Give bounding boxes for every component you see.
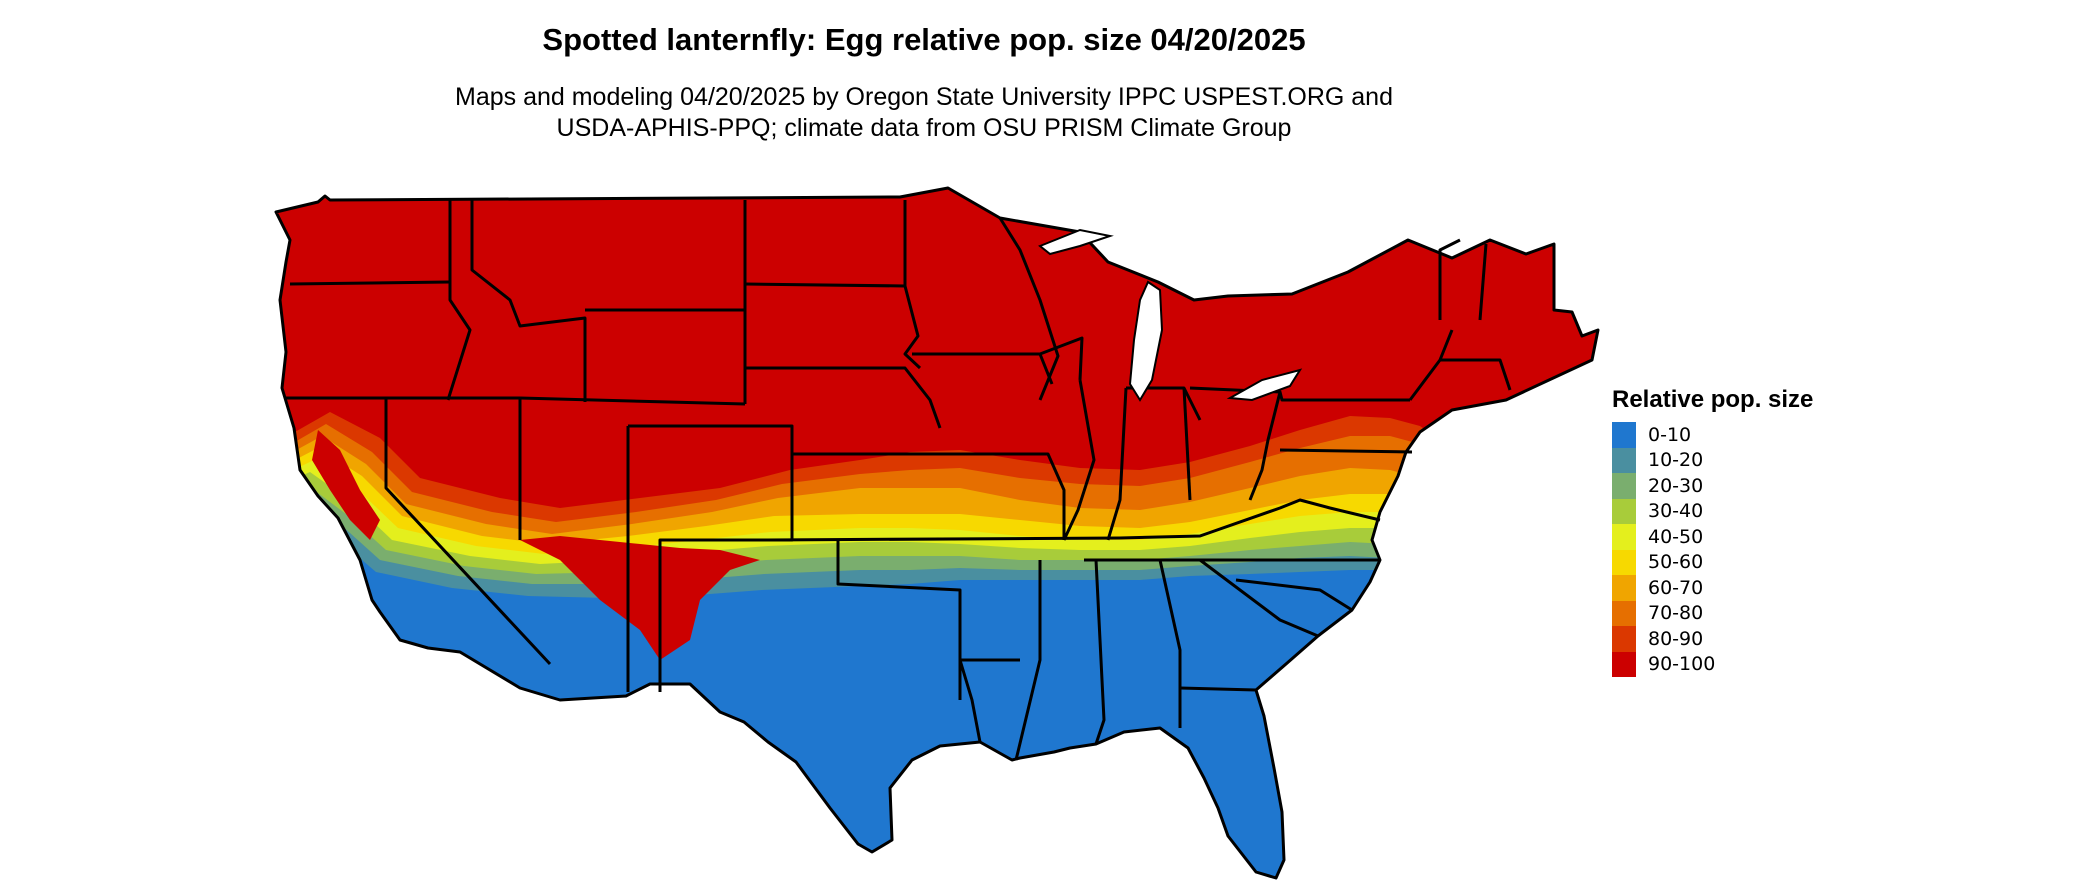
subtitle-line-1: Maps and modeling 04/20/2025 by Oregon S… <box>455 83 1393 111</box>
legend-label: 20-30 <box>1648 474 1704 497</box>
legend-item: 20-30 <box>1612 473 1813 499</box>
zone-90-100-sierra <box>312 430 380 540</box>
legend-item: 70-80 <box>1612 600 1813 626</box>
legend-item: 80-90 <box>1612 626 1813 652</box>
lake-michigan <box>1128 280 1164 402</box>
legend-label: 40-50 <box>1648 525 1704 548</box>
legend-swatch <box>1612 549 1636 575</box>
legend-label: 80-90 <box>1648 627 1704 650</box>
legend-swatch <box>1612 626 1636 652</box>
legend-label: 60-70 <box>1648 576 1704 599</box>
legend-swatch <box>1612 651 1636 677</box>
legend-swatch <box>1612 575 1636 601</box>
map-title: Spotted lanternfly: Egg relative pop. si… <box>542 22 1306 57</box>
legend-item: 90-100 <box>1612 651 1813 677</box>
lake-erie <box>1226 368 1303 402</box>
great-lakes <box>1038 228 1303 402</box>
legend-label: 50-60 <box>1648 551 1704 574</box>
legend-item: 0-10 <box>1612 422 1813 448</box>
legend-label: 10-20 <box>1648 449 1704 472</box>
legend-item: 40-50 <box>1612 524 1813 550</box>
state-boundaries <box>274 186 1600 880</box>
legend-item: 30-40 <box>1612 498 1813 524</box>
legend-swatch <box>1612 600 1636 626</box>
legend-swatch <box>1612 473 1636 499</box>
legend-item: 10-20 <box>1612 447 1813 473</box>
legend-label: 90-100 <box>1648 653 1716 676</box>
legend-title: Relative pop. size <box>1612 386 1814 413</box>
us-outline <box>274 186 1600 880</box>
map-subtitle: Maps and modeling 04/20/2025 by Oregon S… <box>0 82 1848 144</box>
zone-90-100-sw-mountains <box>520 536 760 660</box>
legend-label: 30-40 <box>1648 500 1704 523</box>
legend: Relative pop. size 0-10 10-20 20-30 30-4… <box>1612 386 1813 677</box>
legend-swatch <box>1612 422 1636 448</box>
lake-superior <box>1038 228 1114 256</box>
relative-pop-raster <box>276 188 1598 878</box>
subtitle-line-2: USDA-APHIS-PPQ; climate data from OSU PR… <box>556 114 1292 142</box>
legend-label: 0-10 <box>1648 423 1692 446</box>
legend-item: 60-70 <box>1612 575 1813 601</box>
legend-swatch <box>1612 498 1636 524</box>
legend-swatch <box>1612 447 1636 473</box>
legend-swatch <box>1612 524 1636 550</box>
legend-item: 50-60 <box>1612 549 1813 575</box>
legend-label: 70-80 <box>1648 602 1704 625</box>
